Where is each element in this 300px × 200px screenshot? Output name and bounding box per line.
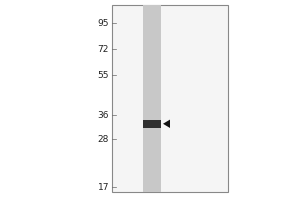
Text: 95: 95: [98, 19, 109, 27]
Text: 72: 72: [98, 45, 109, 54]
Text: 28: 28: [98, 135, 109, 144]
Text: 55: 55: [98, 71, 109, 80]
Polygon shape: [163, 120, 170, 128]
Bar: [143, 120, 161, 128]
Bar: [143, 5, 161, 192]
Text: 17: 17: [98, 182, 109, 192]
Text: m.stomach: m.stomach: [166, 0, 224, 2]
Text: 36: 36: [98, 111, 109, 120]
Bar: [112, 5, 228, 192]
